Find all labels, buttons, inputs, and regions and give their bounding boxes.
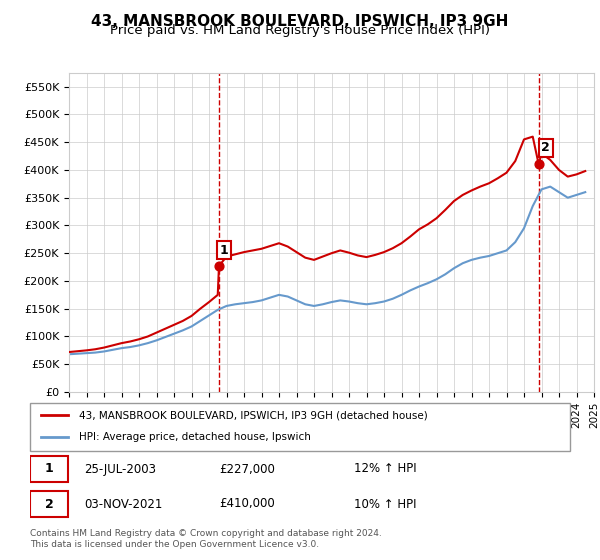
- Text: 12% ↑ HPI: 12% ↑ HPI: [354, 463, 416, 475]
- Text: £227,000: £227,000: [219, 463, 275, 475]
- Text: 1: 1: [220, 244, 229, 257]
- FancyBboxPatch shape: [30, 456, 68, 482]
- Text: 03-NOV-2021: 03-NOV-2021: [84, 497, 163, 511]
- Text: Price paid vs. HM Land Registry's House Price Index (HPI): Price paid vs. HM Land Registry's House …: [110, 24, 490, 37]
- Text: Contains HM Land Registry data © Crown copyright and database right 2024.
This d: Contains HM Land Registry data © Crown c…: [30, 529, 382, 549]
- FancyBboxPatch shape: [30, 492, 68, 516]
- FancyBboxPatch shape: [30, 403, 570, 451]
- Text: 2: 2: [541, 141, 550, 154]
- Text: 1: 1: [44, 463, 53, 475]
- Text: 43, MANSBROOK BOULEVARD, IPSWICH, IP3 9GH: 43, MANSBROOK BOULEVARD, IPSWICH, IP3 9G…: [91, 14, 509, 29]
- Point: [534, 160, 544, 169]
- Text: 10% ↑ HPI: 10% ↑ HPI: [354, 497, 416, 511]
- Text: 25-JUL-2003: 25-JUL-2003: [84, 463, 156, 475]
- Text: HPI: Average price, detached house, Ipswich: HPI: Average price, detached house, Ipsw…: [79, 432, 310, 442]
- Text: 2: 2: [44, 497, 53, 511]
- Text: 43, MANSBROOK BOULEVARD, IPSWICH, IP3 9GH (detached house): 43, MANSBROOK BOULEVARD, IPSWICH, IP3 9G…: [79, 410, 427, 420]
- Text: £410,000: £410,000: [219, 497, 275, 511]
- Point: [214, 262, 224, 270]
